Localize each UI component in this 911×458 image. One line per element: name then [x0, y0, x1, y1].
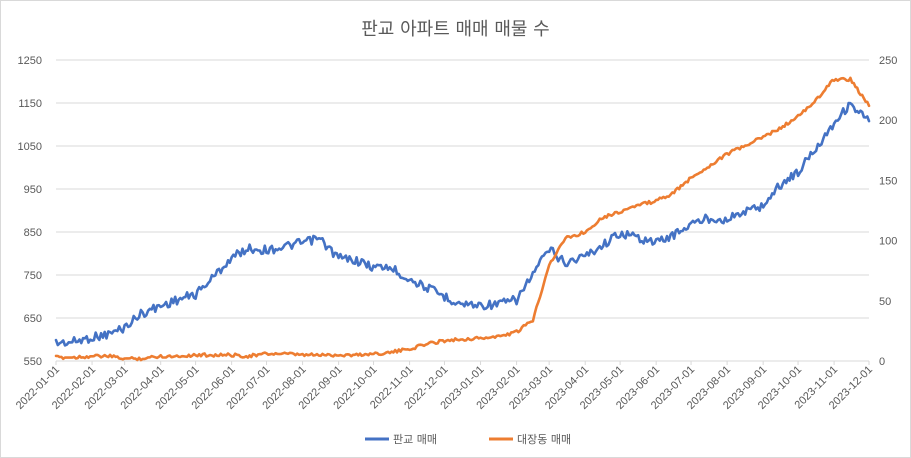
y-left-tick-label: 950 [24, 184, 42, 196]
y-right-tick-label: 250 [879, 55, 897, 67]
y-left-tick-label: 850 [24, 227, 42, 239]
y-left-tick-label: 1050 [18, 141, 42, 153]
y-right-tick-label: 50 [879, 296, 891, 308]
series-line-2 [54, 76, 871, 362]
y-right-tick-label: 0 [879, 356, 885, 368]
y-right-tick-label: 200 [879, 115, 897, 127]
y-right-tick-label: 100 [879, 236, 897, 248]
series-line-1 [54, 101, 871, 347]
y-left-tick-label: 650 [24, 313, 42, 325]
y-left-tick-label: 550 [24, 356, 42, 368]
y-right-tick-label: 150 [879, 175, 897, 187]
legend-label: 대장동 매매 [517, 433, 571, 446]
legend-label: 판교 매매 [393, 433, 437, 446]
y-left-tick-label: 1250 [18, 55, 42, 67]
chart-title: 판교 아파트 매매 매물 수 [361, 19, 550, 40]
y-left-tick-label: 750 [24, 270, 42, 282]
y-left-tick-label: 1150 [18, 98, 42, 110]
